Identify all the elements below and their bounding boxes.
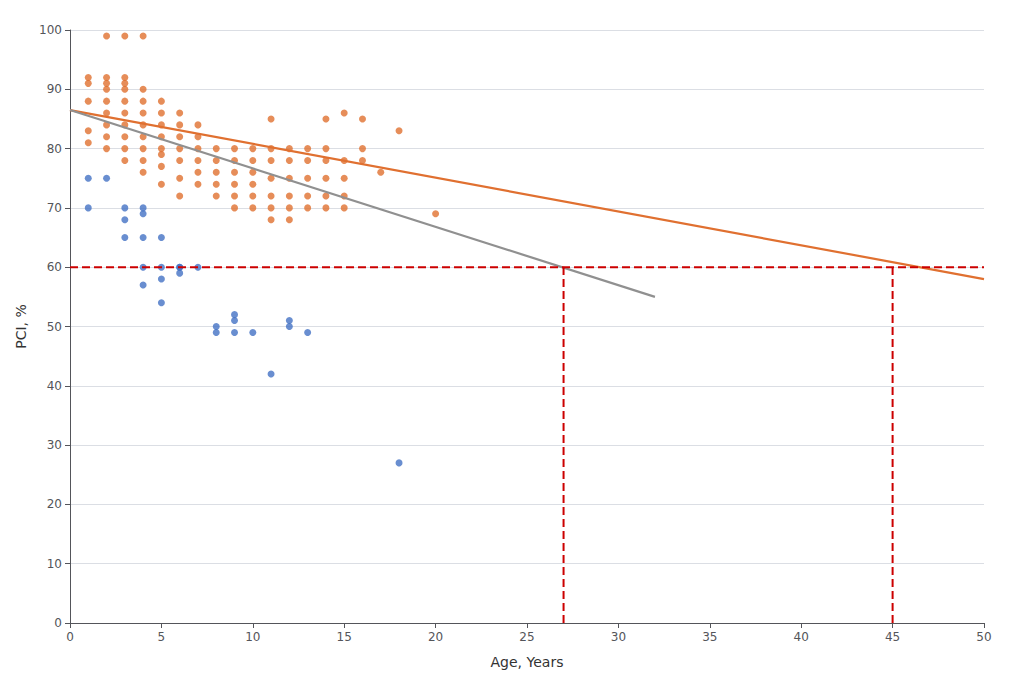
svg-text:10: 10 [245, 630, 260, 644]
svg-text:20: 20 [428, 630, 443, 644]
svg-text:35: 35 [702, 630, 717, 644]
svg-text:Age, Years: Age, Years [491, 654, 564, 670]
svg-text:20: 20 [47, 497, 62, 511]
svg-text:90: 90 [47, 82, 62, 96]
svg-text:15: 15 [337, 630, 352, 644]
svg-text:0: 0 [54, 616, 62, 630]
svg-text:25: 25 [519, 630, 534, 644]
svg-text:40: 40 [794, 630, 809, 644]
svg-text:30: 30 [47, 438, 62, 452]
svg-text:10: 10 [47, 557, 62, 571]
svg-text:100: 100 [39, 23, 62, 37]
svg-text:5: 5 [158, 630, 166, 644]
svg-text:50: 50 [976, 630, 991, 644]
svg-text:0: 0 [66, 630, 74, 644]
svg-text:60: 60 [47, 260, 62, 274]
svg-text:30: 30 [611, 630, 626, 644]
svg-text:80: 80 [47, 142, 62, 156]
svg-text:70: 70 [47, 201, 62, 215]
svg-text:50: 50 [47, 320, 62, 334]
svg-text:45: 45 [885, 630, 900, 644]
svg-text:PCI, %: PCI, % [13, 304, 29, 349]
svg-text:40: 40 [47, 379, 62, 393]
